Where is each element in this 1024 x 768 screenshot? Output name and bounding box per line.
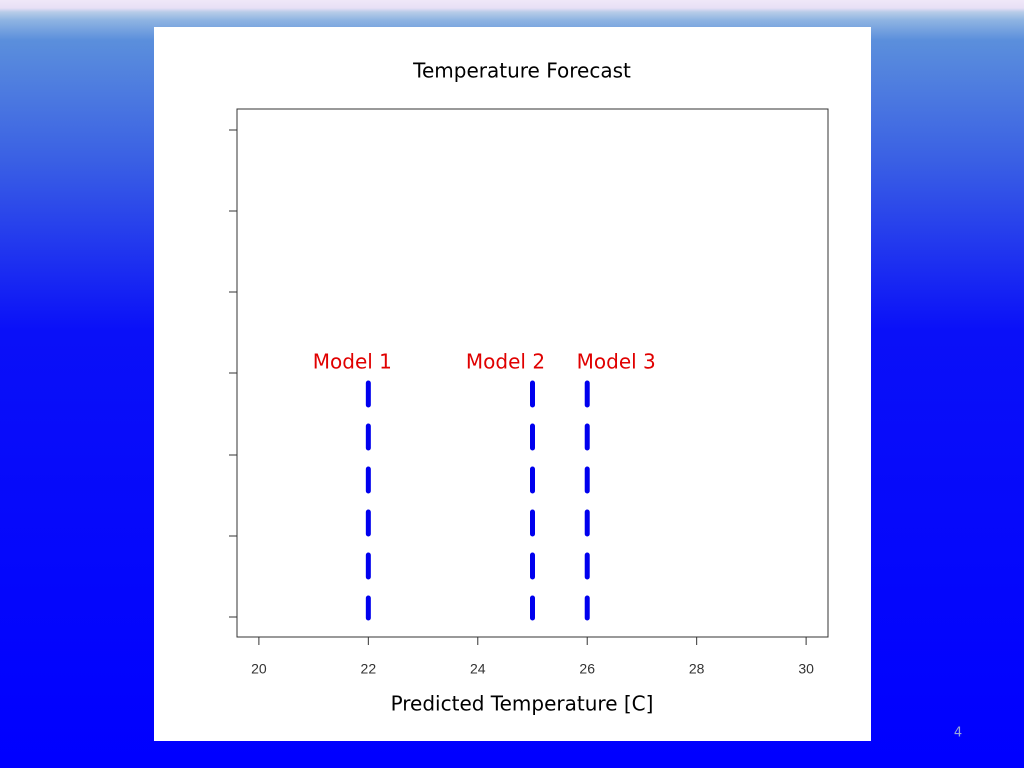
x-tick-label: 28 <box>689 661 705 677</box>
x-tick-label: 24 <box>470 661 486 677</box>
x-tick-label: 30 <box>798 661 814 677</box>
x-tick-label: 26 <box>579 661 595 677</box>
page-number: 4 <box>954 726 962 741</box>
y-axis-ticks <box>229 129 237 618</box>
series-label: Model 1 <box>313 350 392 374</box>
series-label: Model 3 <box>577 350 656 374</box>
x-tick-label: 20 <box>251 661 267 677</box>
x-axis-label: Predicted Temperature [C] <box>391 692 654 716</box>
chart-frame <box>154 27 871 741</box>
series-label: Model 2 <box>466 350 545 374</box>
x-tick-label: 22 <box>361 661 377 677</box>
chart-title: Temperature Forecast <box>412 59 631 83</box>
